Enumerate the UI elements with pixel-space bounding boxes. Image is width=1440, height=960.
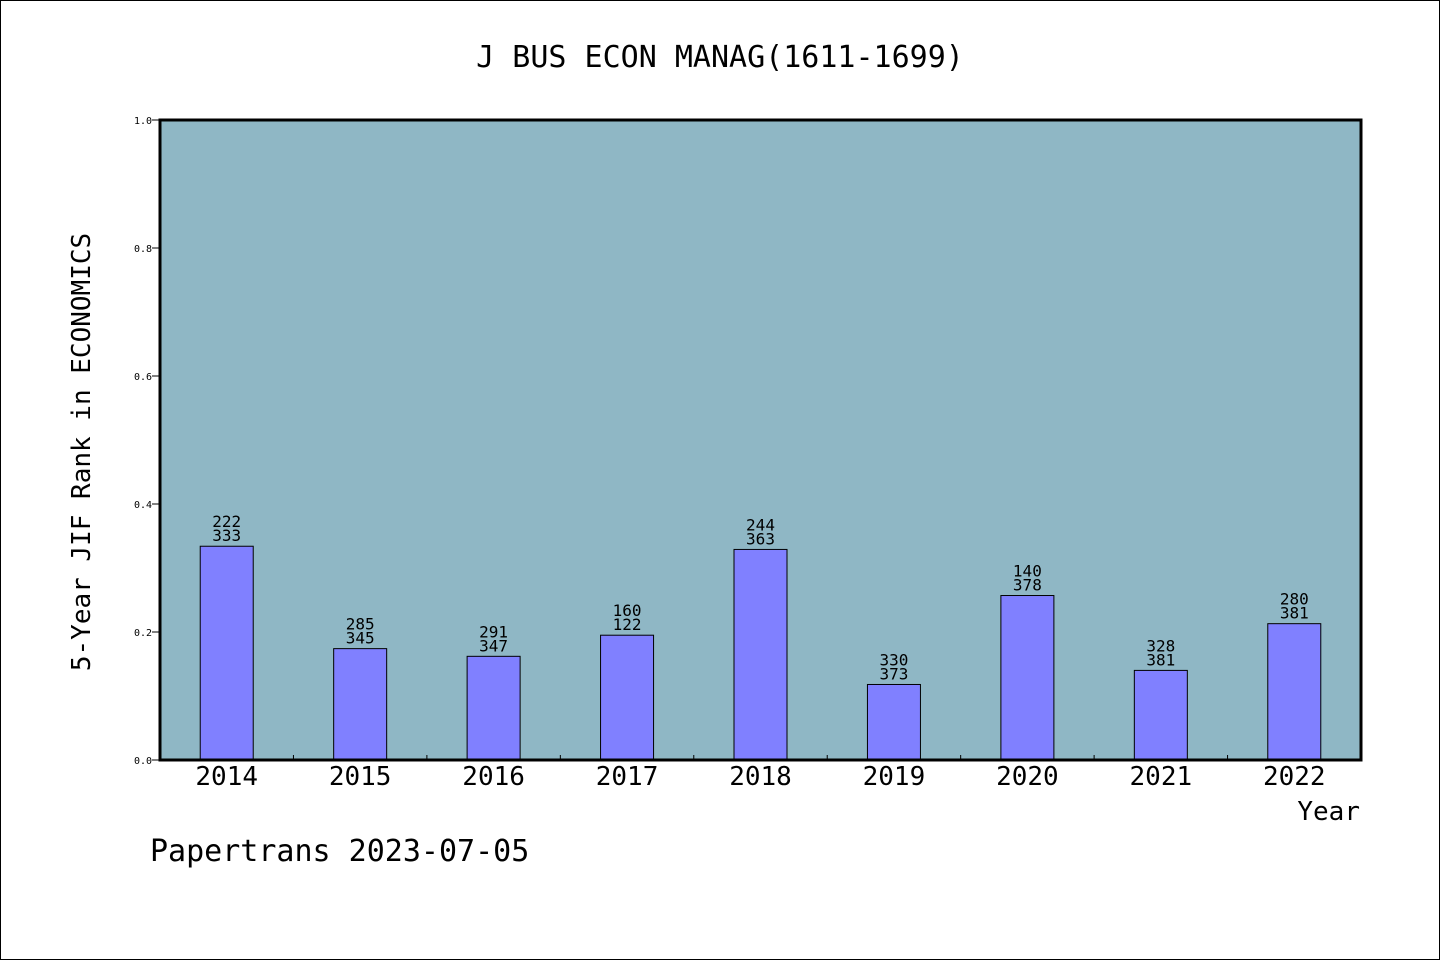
bar-label-bottom-2016: 347 bbox=[479, 636, 508, 655]
bar-2014 bbox=[199, 545, 254, 761]
bar-label-bottom-2014: 333 bbox=[212, 526, 241, 545]
y-axis-label: 5-Year JIF Rank in ECONOMICS bbox=[67, 233, 97, 671]
bar-label-bottom-2020: 378 bbox=[1013, 576, 1042, 595]
x-axis-label: Year bbox=[1297, 797, 1360, 827]
y-tick-label: 0.6 bbox=[134, 372, 152, 383]
bar-label-top-2018: 244 bbox=[746, 515, 775, 534]
bar-label-bottom-2015: 345 bbox=[346, 629, 375, 648]
bar-label-bottom-2017: 122 bbox=[613, 615, 642, 634]
plot-border bbox=[158, 118, 1363, 762]
bar-label-top-2022: 280 bbox=[1280, 590, 1309, 609]
y-tick-label: 0.4 bbox=[134, 500, 152, 511]
bar-label-bottom-2019: 373 bbox=[879, 664, 908, 683]
bar-label-bottom-2021: 381 bbox=[1146, 650, 1175, 669]
x-tick-label-2014: 2014 bbox=[195, 762, 258, 792]
bar-2015 bbox=[333, 648, 388, 761]
y-tick-label: 1.0 bbox=[134, 116, 152, 127]
y-tick-label: 0.0 bbox=[134, 756, 152, 767]
bar-2021 bbox=[1133, 669, 1188, 761]
bar-label-top-2021: 328 bbox=[1146, 636, 1175, 655]
bar-label-bottom-2018: 363 bbox=[746, 529, 775, 548]
bars bbox=[199, 545, 1322, 761]
bar-label-top-2020: 140 bbox=[1013, 562, 1042, 581]
bar-label-top-2014: 222 bbox=[212, 512, 241, 531]
bar-label-top-2017: 160 bbox=[613, 601, 642, 620]
x-tick-label-2020: 2020 bbox=[996, 762, 1059, 792]
x-tick-label-2015: 2015 bbox=[329, 762, 392, 792]
y-tick-label: 0.8 bbox=[134, 244, 152, 255]
bar-label-bottom-2022: 381 bbox=[1280, 604, 1309, 623]
bar-label-top-2015: 285 bbox=[346, 615, 375, 634]
bar-2020 bbox=[1000, 595, 1055, 761]
x-tick-label-2018: 2018 bbox=[729, 762, 792, 792]
bar-2017 bbox=[600, 634, 655, 761]
chart-title: J BUS ECON MANAG(1611-1699) bbox=[476, 40, 964, 75]
x-tick-label-2019: 2019 bbox=[863, 762, 926, 792]
bar-2018 bbox=[733, 548, 788, 761]
y-tick-label: 0.2 bbox=[134, 628, 152, 639]
bar-label-top-2019: 330 bbox=[879, 650, 908, 669]
bar-2022 bbox=[1267, 623, 1322, 761]
footer-note: Papertrans 2023-07-05 bbox=[150, 834, 530, 869]
x-tick-label-2016: 2016 bbox=[462, 762, 525, 792]
x-tick-label-2021: 2021 bbox=[1130, 762, 1193, 792]
x-tick-label-2017: 2017 bbox=[596, 762, 659, 792]
bar-2019 bbox=[866, 683, 921, 761]
bar-label-top-2016: 291 bbox=[479, 622, 508, 641]
bar-2016 bbox=[466, 655, 521, 761]
x-tick-label-2022: 2022 bbox=[1263, 762, 1326, 792]
